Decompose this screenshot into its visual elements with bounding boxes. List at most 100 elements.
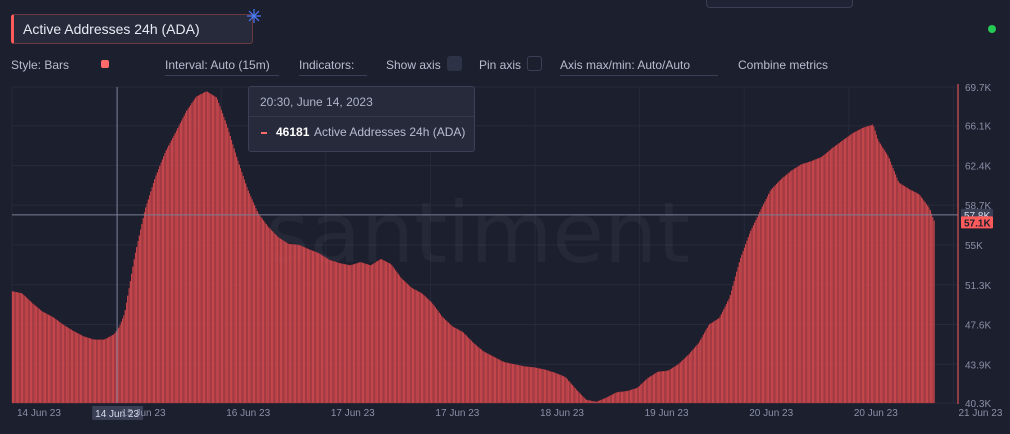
bar xyxy=(193,99,195,404)
bar xyxy=(727,301,729,404)
bar xyxy=(805,162,807,404)
bar xyxy=(336,262,338,404)
show-axis-checkbox[interactable] xyxy=(447,56,462,71)
bar xyxy=(210,93,212,404)
bar xyxy=(125,302,128,404)
bar xyxy=(104,339,106,404)
bar xyxy=(728,298,730,404)
bar xyxy=(709,323,711,404)
x-tick-label: 19 Jun 23 xyxy=(645,408,689,419)
bar xyxy=(618,391,620,404)
pin-axis-checkbox[interactable] xyxy=(527,56,542,71)
bar xyxy=(386,261,388,404)
show-axis-toggle[interactable]: Show axis xyxy=(386,58,441,72)
bar xyxy=(232,144,234,404)
bar xyxy=(383,260,385,404)
bar xyxy=(755,219,757,404)
combine-metrics-button[interactable]: Combine metrics xyxy=(738,58,829,72)
bar xyxy=(564,376,566,404)
bar xyxy=(556,373,558,404)
bar xyxy=(429,301,431,404)
bar xyxy=(91,338,93,404)
bar xyxy=(95,339,97,404)
bar xyxy=(447,322,449,404)
bar xyxy=(691,350,693,404)
bar xyxy=(23,295,25,404)
bar xyxy=(628,390,630,404)
bar xyxy=(537,368,539,404)
bar xyxy=(448,323,451,404)
bar xyxy=(809,161,811,404)
bar xyxy=(848,135,851,404)
bar xyxy=(307,248,310,404)
bar xyxy=(119,324,121,404)
bar xyxy=(643,381,645,404)
bar xyxy=(293,244,295,404)
bar xyxy=(698,341,701,404)
bar xyxy=(191,103,193,404)
bar xyxy=(645,379,647,404)
style-selector[interactable]: Style: Bars xyxy=(11,58,70,72)
bar xyxy=(551,371,553,404)
bar xyxy=(909,189,911,404)
bar xyxy=(56,320,58,404)
bar xyxy=(915,192,917,404)
bar xyxy=(182,117,184,404)
bar xyxy=(300,245,302,404)
bar xyxy=(188,106,190,404)
bar xyxy=(106,337,108,404)
bar xyxy=(514,364,516,404)
bar xyxy=(622,391,624,404)
bar xyxy=(83,336,85,404)
bar xyxy=(270,229,272,404)
bar xyxy=(491,355,493,404)
bar xyxy=(827,151,829,404)
bar xyxy=(565,377,567,404)
bar xyxy=(287,243,289,404)
x-tick-label: 20 Jun 23 xyxy=(749,408,793,419)
bar xyxy=(616,392,619,404)
bar xyxy=(515,364,517,404)
bar xyxy=(496,358,498,404)
bar xyxy=(646,378,648,404)
bar xyxy=(90,338,92,404)
bar xyxy=(725,303,727,404)
bar xyxy=(411,288,413,404)
bar xyxy=(713,321,715,404)
bar xyxy=(655,372,657,404)
bar xyxy=(229,135,231,404)
bar xyxy=(729,295,731,404)
interval-selector[interactable]: Interval: Auto (15m) xyxy=(165,58,270,72)
bar xyxy=(474,344,476,404)
bar xyxy=(47,314,49,404)
bar xyxy=(752,225,754,404)
bar xyxy=(922,198,924,404)
bar xyxy=(673,366,675,404)
bar xyxy=(543,369,545,404)
indicators-selector[interactable]: Indicators: xyxy=(299,58,355,72)
bar xyxy=(470,340,472,404)
bar xyxy=(518,365,520,404)
bar xyxy=(865,126,867,404)
bar xyxy=(859,129,861,404)
bar xyxy=(683,358,685,404)
bar xyxy=(204,92,206,404)
bar xyxy=(546,370,548,404)
series-color-swatch[interactable] xyxy=(101,60,109,68)
bar xyxy=(742,251,744,404)
bar xyxy=(318,253,320,404)
bar xyxy=(856,130,858,404)
bar xyxy=(819,157,821,404)
bar xyxy=(693,347,695,404)
axis-maxmin-selector[interactable]: Axis max/min: Auto/Auto xyxy=(560,58,691,72)
bar xyxy=(37,307,39,404)
metric-chip[interactable]: Active Addresses 24h (ADA) xyxy=(11,14,253,44)
bar xyxy=(401,278,403,404)
bar xyxy=(82,335,84,404)
bar xyxy=(70,329,72,404)
bar xyxy=(746,240,748,404)
pin-axis-toggle[interactable]: Pin axis xyxy=(479,58,522,72)
bar xyxy=(101,339,103,404)
bar xyxy=(632,389,634,404)
